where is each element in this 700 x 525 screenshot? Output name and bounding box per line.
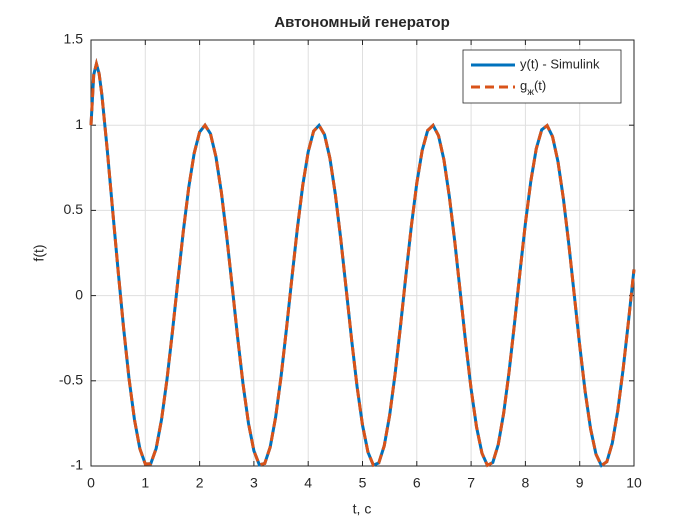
x-tick-label: 2 — [196, 475, 204, 491]
y-tick-label: 1 — [75, 116, 83, 132]
x-tick-label: 10 — [626, 475, 642, 491]
x-tick-label: 5 — [359, 475, 367, 491]
legend-label: gж(t) — [520, 78, 546, 97]
y-tick-label: -1 — [71, 457, 84, 473]
data-line — [89, 57, 636, 468]
legend-box — [462, 49, 622, 104]
x-tick-label: 0 — [87, 475, 95, 491]
axes-box — [90, 39, 635, 467]
y-tick-label: 1.5 — [64, 31, 84, 47]
x-tick-label: 9 — [576, 475, 584, 491]
y-tick-label: 0 — [75, 286, 83, 302]
x-tick-label: 4 — [304, 475, 312, 491]
legend-label: y(t) - Simulink — [520, 56, 600, 71]
y-tick-label: -0.5 — [59, 372, 83, 388]
x-axis-label: t, c — [353, 501, 372, 517]
x-tick-label: 6 — [413, 475, 421, 491]
y-tick-label: 0.5 — [64, 201, 84, 217]
y-axis-label: f(t) — [31, 244, 47, 261]
chart-title: Автономный генератор — [274, 14, 450, 31]
x-tick-label: 3 — [250, 475, 258, 491]
x-tick-label: 8 — [522, 475, 530, 491]
x-tick-label: 7 — [467, 475, 475, 491]
x-tick-label: 1 — [141, 475, 149, 491]
